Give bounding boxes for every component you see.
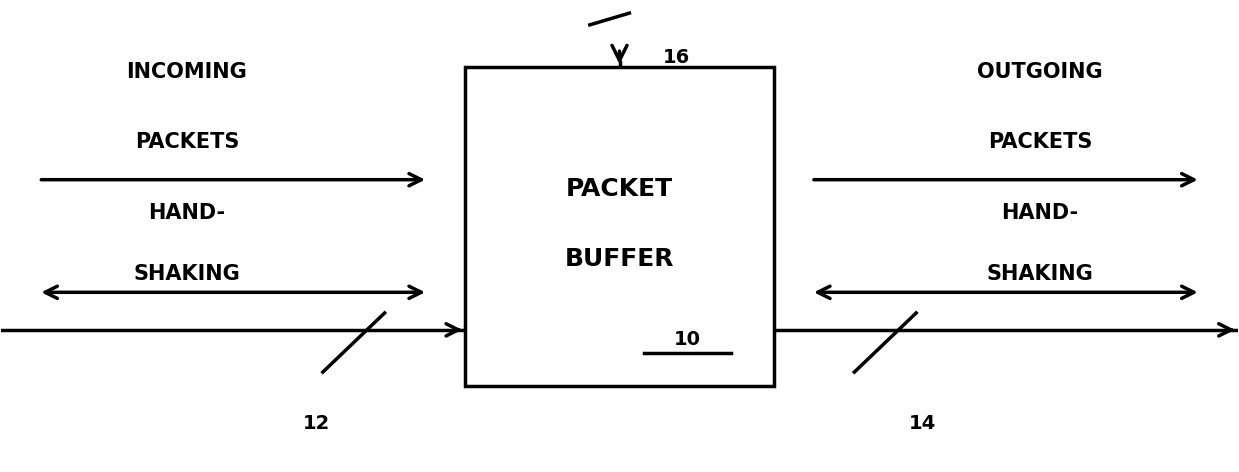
Text: SHAKING: SHAKING: [134, 263, 240, 284]
Text: 12: 12: [304, 414, 331, 433]
Text: BUFFER: BUFFER: [565, 247, 674, 271]
Text: 10: 10: [674, 329, 701, 349]
Bar: [465, 67, 774, 386]
Text: SHAKING: SHAKING: [986, 263, 1093, 284]
Text: OUTGOING: OUTGOING: [978, 62, 1103, 82]
Text: 16: 16: [663, 48, 690, 67]
Text: HAND-: HAND-: [149, 202, 225, 222]
Text: PACKETS: PACKETS: [987, 132, 1092, 152]
Text: HAND-: HAND-: [1001, 202, 1078, 222]
Text: PACKETS: PACKETS: [135, 132, 239, 152]
Text: INCOMING: INCOMING: [126, 62, 248, 82]
Text: PACKET: PACKET: [566, 177, 673, 201]
Text: 14: 14: [908, 414, 935, 433]
